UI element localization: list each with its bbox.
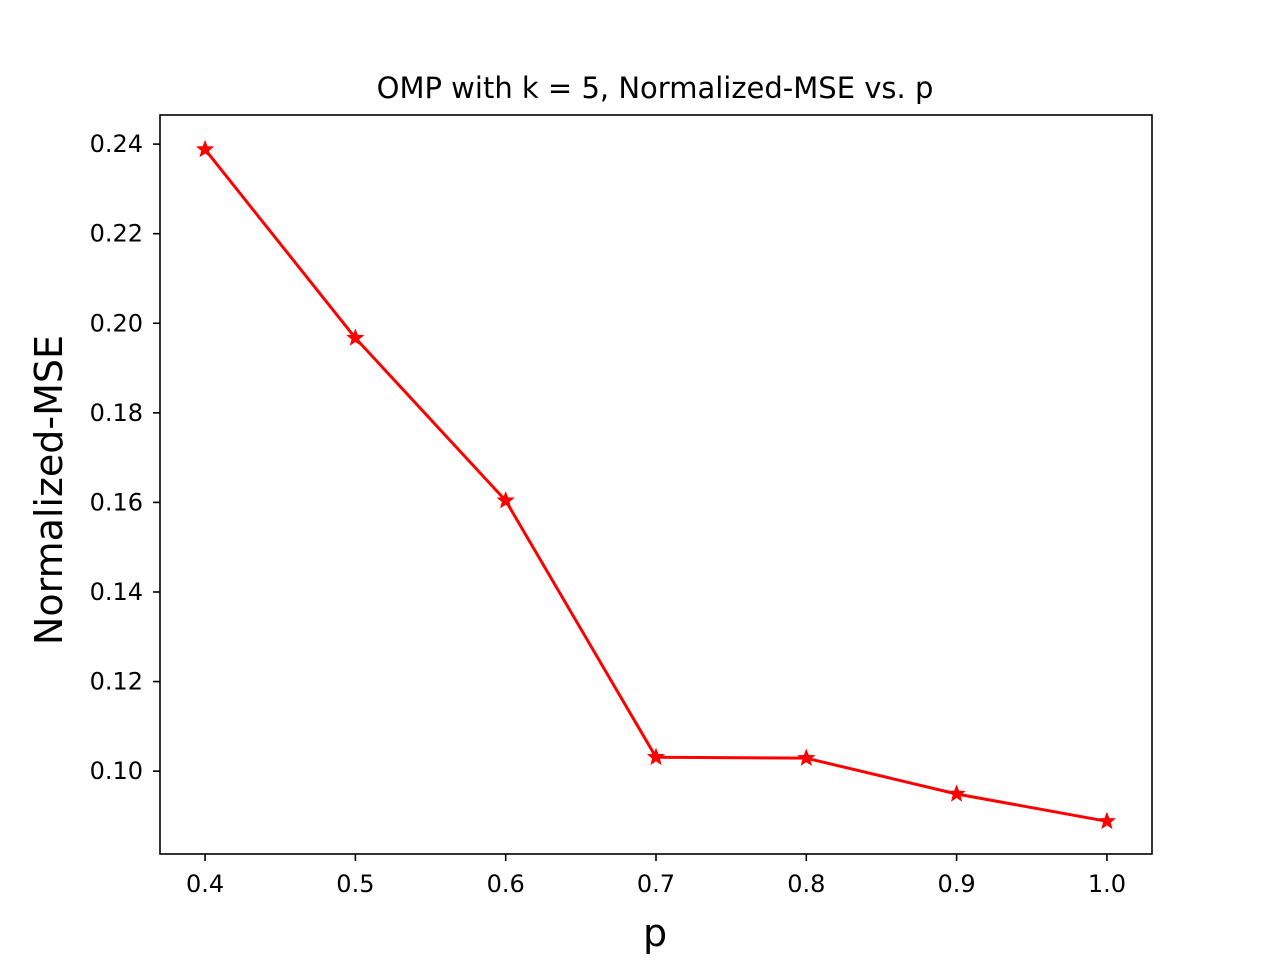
- x-tick-label: 1.0: [1088, 870, 1126, 898]
- x-axis-label: p: [643, 911, 667, 955]
- data-point: [947, 784, 966, 802]
- y-tick-label: 0.22: [90, 220, 143, 248]
- x-tick-label: 0.4: [186, 870, 224, 898]
- x-tick-label: 0.6: [487, 870, 525, 898]
- y-tick-label: 0.12: [90, 668, 143, 696]
- y-tick-label: 0.16: [90, 488, 143, 516]
- chart-title: OMP with k = 5, Normalized-MSE vs. p: [377, 71, 934, 105]
- data-point: [195, 139, 215, 158]
- x-tick-label: 0.7: [637, 870, 675, 898]
- axes: 0.4 0.5 0.6 0.7 0.8 0.9 1.0 0.10 0.12 0.14 0.16 0.1…: [90, 114, 1153, 898]
- data-point: [496, 491, 515, 509]
- y-tick-label: 0.24: [90, 130, 143, 158]
- x-tick-label: 0.9: [938, 870, 976, 898]
- y-tick-label: 0.10: [90, 757, 143, 785]
- data-point: [1097, 811, 1117, 830]
- x-tick-label: 0.8: [787, 870, 825, 898]
- y-tick-label: 0.14: [90, 578, 143, 606]
- y-tick-label: 0.18: [90, 399, 143, 427]
- data-point: [797, 748, 816, 766]
- data-point: [646, 747, 666, 766]
- y-tick-label: 0.20: [90, 309, 143, 337]
- data-point: [346, 328, 365, 346]
- x-tick-label: 0.5: [336, 870, 374, 898]
- plot-area: [195, 139, 1117, 830]
- y-axis-label: Normalized-MSE: [27, 335, 71, 645]
